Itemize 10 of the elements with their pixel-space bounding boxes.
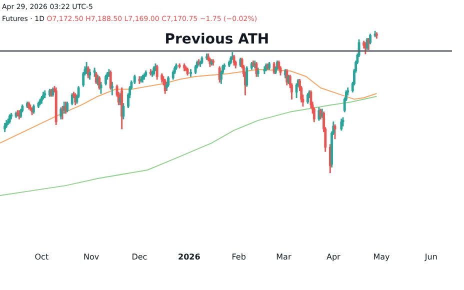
x-tick-label: Nov (84, 252, 100, 262)
ref-line-label: Previous ATH (164, 32, 270, 48)
x-tick-label: Jun (424, 252, 438, 262)
x-tick-label: Mar (276, 252, 292, 262)
x-tick-label: 2026 (178, 252, 201, 262)
x-tick-label: Dec (132, 252, 148, 262)
x-tick-label: Apr (326, 252, 342, 262)
x-tick-label: Oct (34, 252, 49, 262)
x-tick-label: May (373, 252, 390, 262)
x-tick-label: Feb (232, 252, 246, 262)
